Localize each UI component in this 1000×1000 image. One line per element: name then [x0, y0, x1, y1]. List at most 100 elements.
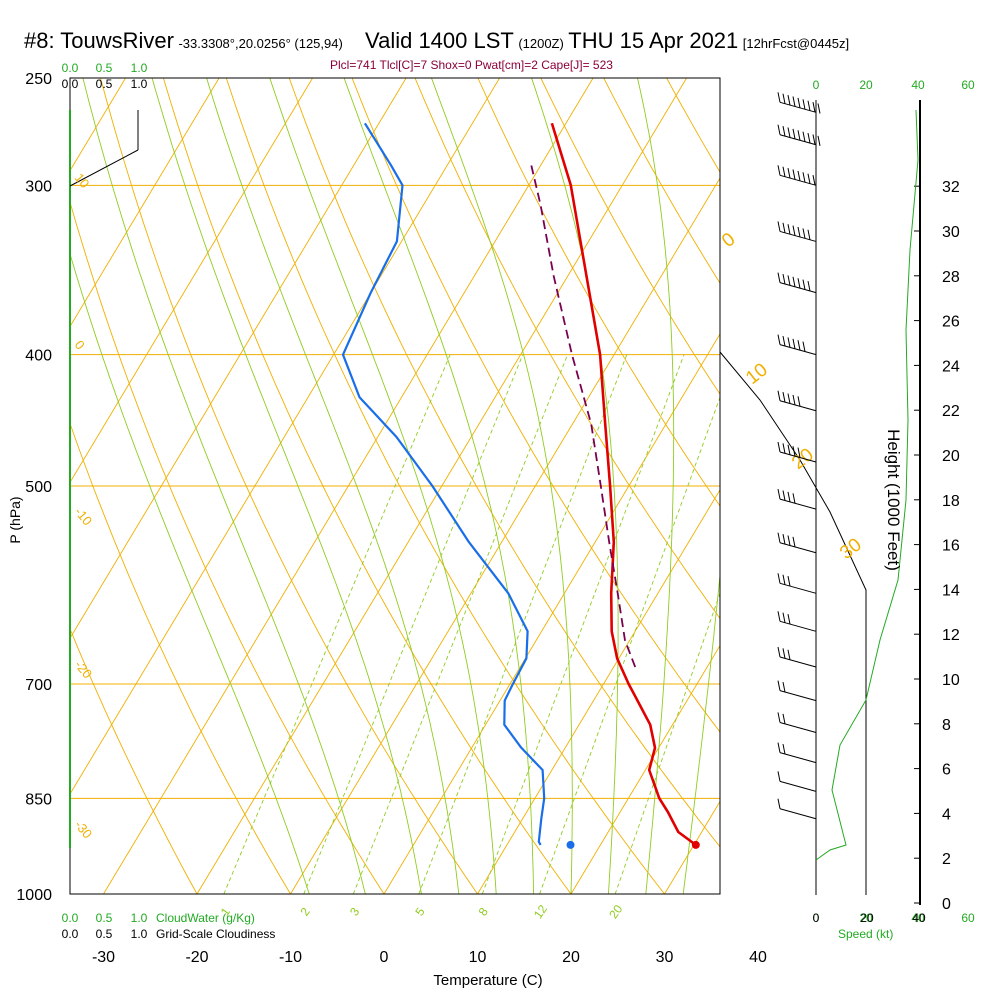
speed-tick-bottom: 40: [911, 911, 925, 925]
wind-barb-flag: [802, 172, 806, 183]
wind-barb-flag: [782, 273, 786, 285]
temperature-tick-label: 10: [469, 949, 487, 966]
mixing-ratio-line: [481, 354, 685, 894]
cloud-water-tick-bottom: 0.5: [96, 911, 113, 925]
cloudiness-tick-bottom: 0.5: [96, 927, 113, 941]
wind-barb-flag: [777, 680, 781, 691]
speed-scale-label: 0: [718, 229, 739, 252]
wind-barb: [777, 742, 817, 764]
speed-tick-top: 40: [911, 78, 925, 92]
wind-barb: [777, 798, 817, 820]
wind-barb-flag: [792, 446, 796, 457]
isotherm: [852, 78, 1000, 894]
wind-barb: [777, 92, 821, 114]
wind-barb-flag: [782, 534, 786, 545]
height-tick-label: 4: [942, 806, 951, 823]
moist-adiabat: [682, 571, 720, 894]
wind-barb: [777, 272, 817, 294]
station-location: -33.3308°,20.0256° (125,94): [178, 36, 343, 51]
temperature-tick-label: -10: [279, 949, 302, 966]
valid-date: THU 15 Apr 2021: [568, 28, 739, 53]
speed-axis-label: Speed (kt): [838, 927, 893, 941]
height-tick-label: 18: [942, 493, 960, 510]
wind-barb-staff: [779, 620, 817, 632]
wind-barb-staff: [779, 582, 817, 594]
speed-tick-black: 0: [813, 911, 820, 925]
dry-adiabat: [288, 78, 720, 848]
cloudiness-tick-bottom: 0.0: [62, 927, 79, 941]
isotherm: [103, 78, 594, 894]
cloudiness-line: [69, 149, 139, 187]
wind-barb-flag: [782, 166, 786, 177]
height-tick-label: 6: [942, 762, 951, 779]
speed-scale-edge: [719, 351, 867, 615]
isotherm: [70, 78, 313, 484]
wind-barb-flag: [787, 576, 791, 587]
wind-barb-flag: [782, 681, 786, 693]
moist-adiabat: [82, 78, 366, 894]
temperature-tick-label: 40: [749, 949, 767, 966]
wind-barb-staff: [779, 230, 817, 242]
temperature-profile: [550, 122, 697, 846]
wind-barb-flag: [777, 798, 781, 809]
height-tick-label: 28: [942, 269, 960, 286]
station-name: #8: TouwsRiver: [24, 28, 174, 53]
wind-barb: [777, 646, 817, 668]
wind-barb-flag: [797, 396, 801, 407]
temperature-tick-label: 20: [562, 949, 580, 966]
isotherm: [70, 78, 220, 328]
pressure-tick-label: 400: [25, 348, 52, 365]
height-tick-label: 30: [942, 224, 960, 241]
cloud-water-tick-top: 1.0: [131, 61, 148, 75]
parcel-profile: [530, 165, 637, 668]
wind-barb-flag: [797, 170, 801, 182]
wind-barb-flag: [807, 280, 811, 292]
speed-tick-bottom: 0: [813, 911, 820, 925]
mixing-ratio-label: 3: [347, 905, 362, 919]
wind-barb-flag: [807, 229, 811, 240]
wind-barb-flag: [787, 127, 791, 138]
wind-barb-flag: [777, 573, 781, 584]
height-tick-label: 2: [942, 851, 951, 868]
dry-adiabat: [100, 78, 478, 894]
wind-barb-flag: [782, 222, 786, 233]
wind-barb-flag: [787, 393, 791, 404]
wind-barb-flag: [782, 713, 786, 724]
wind-barb-staff: [779, 721, 817, 733]
wind-barb-flag: [787, 491, 791, 502]
dewpoint-profile: [341, 122, 546, 846]
speed-tick-top: 20: [859, 78, 873, 92]
wind-barb-flag: [777, 124, 781, 135]
cloud-water-tick-top: 0.0: [62, 61, 79, 75]
speed-tick-bottom: 60: [961, 911, 975, 925]
wind-barb-flag: [817, 103, 821, 114]
isotherm: [290, 177, 720, 894]
wind-barb: [777, 488, 817, 510]
cloud-water-tick-top: 0.5: [96, 61, 113, 75]
isotherm: [70, 78, 407, 640]
wind-barb: [777, 680, 817, 702]
mixing-ratio-line: [614, 591, 720, 894]
moist-adiabat: [151, 78, 422, 894]
wind-barb-flag: [792, 536, 796, 548]
height-tick-label: 16: [942, 538, 960, 555]
wind-barb-staff: [779, 780, 817, 792]
cloudiness-tick-top: 1.0: [131, 77, 148, 91]
wind-barb-flag: [802, 99, 806, 110]
height-tick-label: 12: [942, 627, 960, 644]
wind-barb-flag: [777, 334, 781, 345]
wind-barb-staff: [779, 752, 817, 764]
height-tick-label: 14: [942, 582, 960, 599]
cloud-water-label: CloudWater (g/Kg): [156, 911, 255, 925]
wind-barb-flag: [797, 447, 801, 458]
wind-barb-flag: [777, 646, 781, 658]
diagram-grid: [70, 78, 1000, 894]
wind-barb-flag: [812, 102, 816, 113]
isotherm: [383, 333, 720, 894]
wind-barb-staff: [779, 134, 817, 146]
wind-barb-flag: [777, 742, 781, 753]
y-axis-label: P (hPa): [7, 496, 23, 543]
wind-barb-flag: [792, 338, 796, 349]
